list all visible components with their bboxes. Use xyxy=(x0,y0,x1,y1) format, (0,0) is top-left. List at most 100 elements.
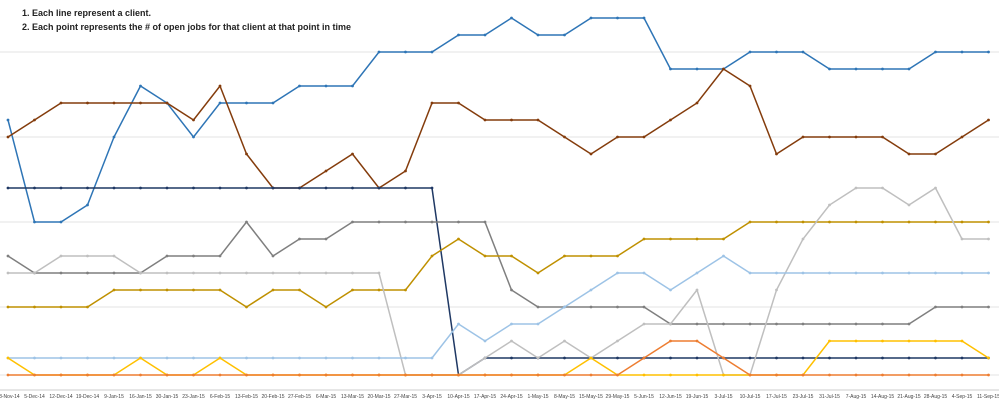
data-point xyxy=(775,373,778,377)
data-point xyxy=(642,237,646,241)
data-point xyxy=(245,373,248,377)
data-point xyxy=(404,169,407,173)
data-point xyxy=(351,288,354,292)
data-point xyxy=(430,356,434,360)
data-point xyxy=(987,305,990,309)
data-point xyxy=(616,16,619,20)
x-tick-label: 13-Feb-15 xyxy=(235,394,258,400)
data-point xyxy=(563,356,566,360)
data-point xyxy=(324,356,328,360)
data-point xyxy=(165,271,169,275)
data-point xyxy=(430,50,434,54)
x-tick-label: 20-Feb-15 xyxy=(261,394,284,400)
data-point xyxy=(483,254,487,258)
data-point xyxy=(881,67,884,71)
data-point xyxy=(775,322,778,326)
data-point xyxy=(695,322,699,326)
data-point xyxy=(6,271,10,275)
data-point xyxy=(324,84,328,88)
data-point xyxy=(86,186,89,190)
data-point xyxy=(245,220,248,224)
data-point xyxy=(934,152,937,156)
data-point xyxy=(854,135,858,139)
data-point xyxy=(722,237,725,241)
data-point xyxy=(324,237,328,241)
data-point xyxy=(881,322,884,326)
data-point xyxy=(218,186,222,190)
data-point xyxy=(324,305,328,309)
data-point xyxy=(165,373,169,377)
annotation: 1. Each line represent a client. xyxy=(22,8,151,18)
series-line xyxy=(8,221,989,308)
data-point xyxy=(510,288,513,292)
data-point xyxy=(271,373,275,377)
data-point xyxy=(298,186,301,190)
data-point xyxy=(854,339,858,343)
x-tick-label: 23-Jul-15 xyxy=(793,394,814,400)
x-tick-label: 27-Feb-15 xyxy=(288,394,311,400)
data-point xyxy=(86,305,89,309)
data-point xyxy=(934,271,937,275)
data-point xyxy=(59,305,63,309)
data-point xyxy=(907,356,911,360)
data-point xyxy=(404,50,407,54)
data-point xyxy=(854,220,858,224)
data-point xyxy=(669,118,672,122)
data-point xyxy=(271,288,275,292)
data-point xyxy=(483,356,487,360)
data-point xyxy=(960,220,964,224)
data-point xyxy=(616,356,619,360)
x-tick-label: 14-Aug-15 xyxy=(871,394,895,400)
x-tick-label: 30-Jan-15 xyxy=(156,394,179,400)
x-tick-label: 12-Dec-14 xyxy=(49,394,73,400)
data-point xyxy=(722,373,725,377)
data-point xyxy=(881,356,884,360)
data-point xyxy=(881,339,884,343)
data-point xyxy=(351,373,354,377)
x-tick-label: 23-Jan-15 xyxy=(182,394,205,400)
data-point xyxy=(192,118,195,122)
data-point xyxy=(218,271,222,275)
data-point xyxy=(218,288,222,292)
data-point xyxy=(245,305,248,309)
data-point xyxy=(828,135,831,139)
data-point xyxy=(165,288,169,292)
data-point xyxy=(59,186,63,190)
data-point xyxy=(748,322,752,326)
data-point xyxy=(642,322,646,326)
data-point xyxy=(298,288,301,292)
data-point xyxy=(801,135,805,139)
data-point xyxy=(828,339,831,343)
data-point xyxy=(271,271,275,275)
data-point xyxy=(457,237,460,241)
x-tick-label: 17-Jul-15 xyxy=(766,394,787,400)
data-point xyxy=(589,288,593,292)
data-point xyxy=(589,152,593,156)
data-point xyxy=(404,288,407,292)
data-point xyxy=(33,305,36,309)
x-tick-label: 11-Sep-15 xyxy=(977,394,999,400)
data-point xyxy=(748,84,752,88)
data-point xyxy=(828,203,831,207)
data-point xyxy=(33,373,36,377)
data-point xyxy=(616,254,619,258)
data-point xyxy=(960,271,964,275)
data-point xyxy=(192,254,195,258)
data-point xyxy=(907,220,911,224)
data-point xyxy=(987,118,990,122)
data-point xyxy=(165,254,169,258)
data-point xyxy=(86,203,89,207)
data-point xyxy=(775,271,778,275)
data-point xyxy=(192,186,195,190)
data-point xyxy=(748,356,752,360)
x-tick-label: 3-Apr-15 xyxy=(422,394,442,400)
data-point xyxy=(510,322,513,326)
x-tick-label: 19-Dec-14 xyxy=(76,394,100,400)
data-point xyxy=(775,356,778,360)
data-point xyxy=(616,271,619,275)
data-point xyxy=(33,220,36,224)
data-point xyxy=(139,186,142,190)
data-point xyxy=(59,254,63,258)
x-tick-label: 27-Mar-15 xyxy=(394,394,417,400)
